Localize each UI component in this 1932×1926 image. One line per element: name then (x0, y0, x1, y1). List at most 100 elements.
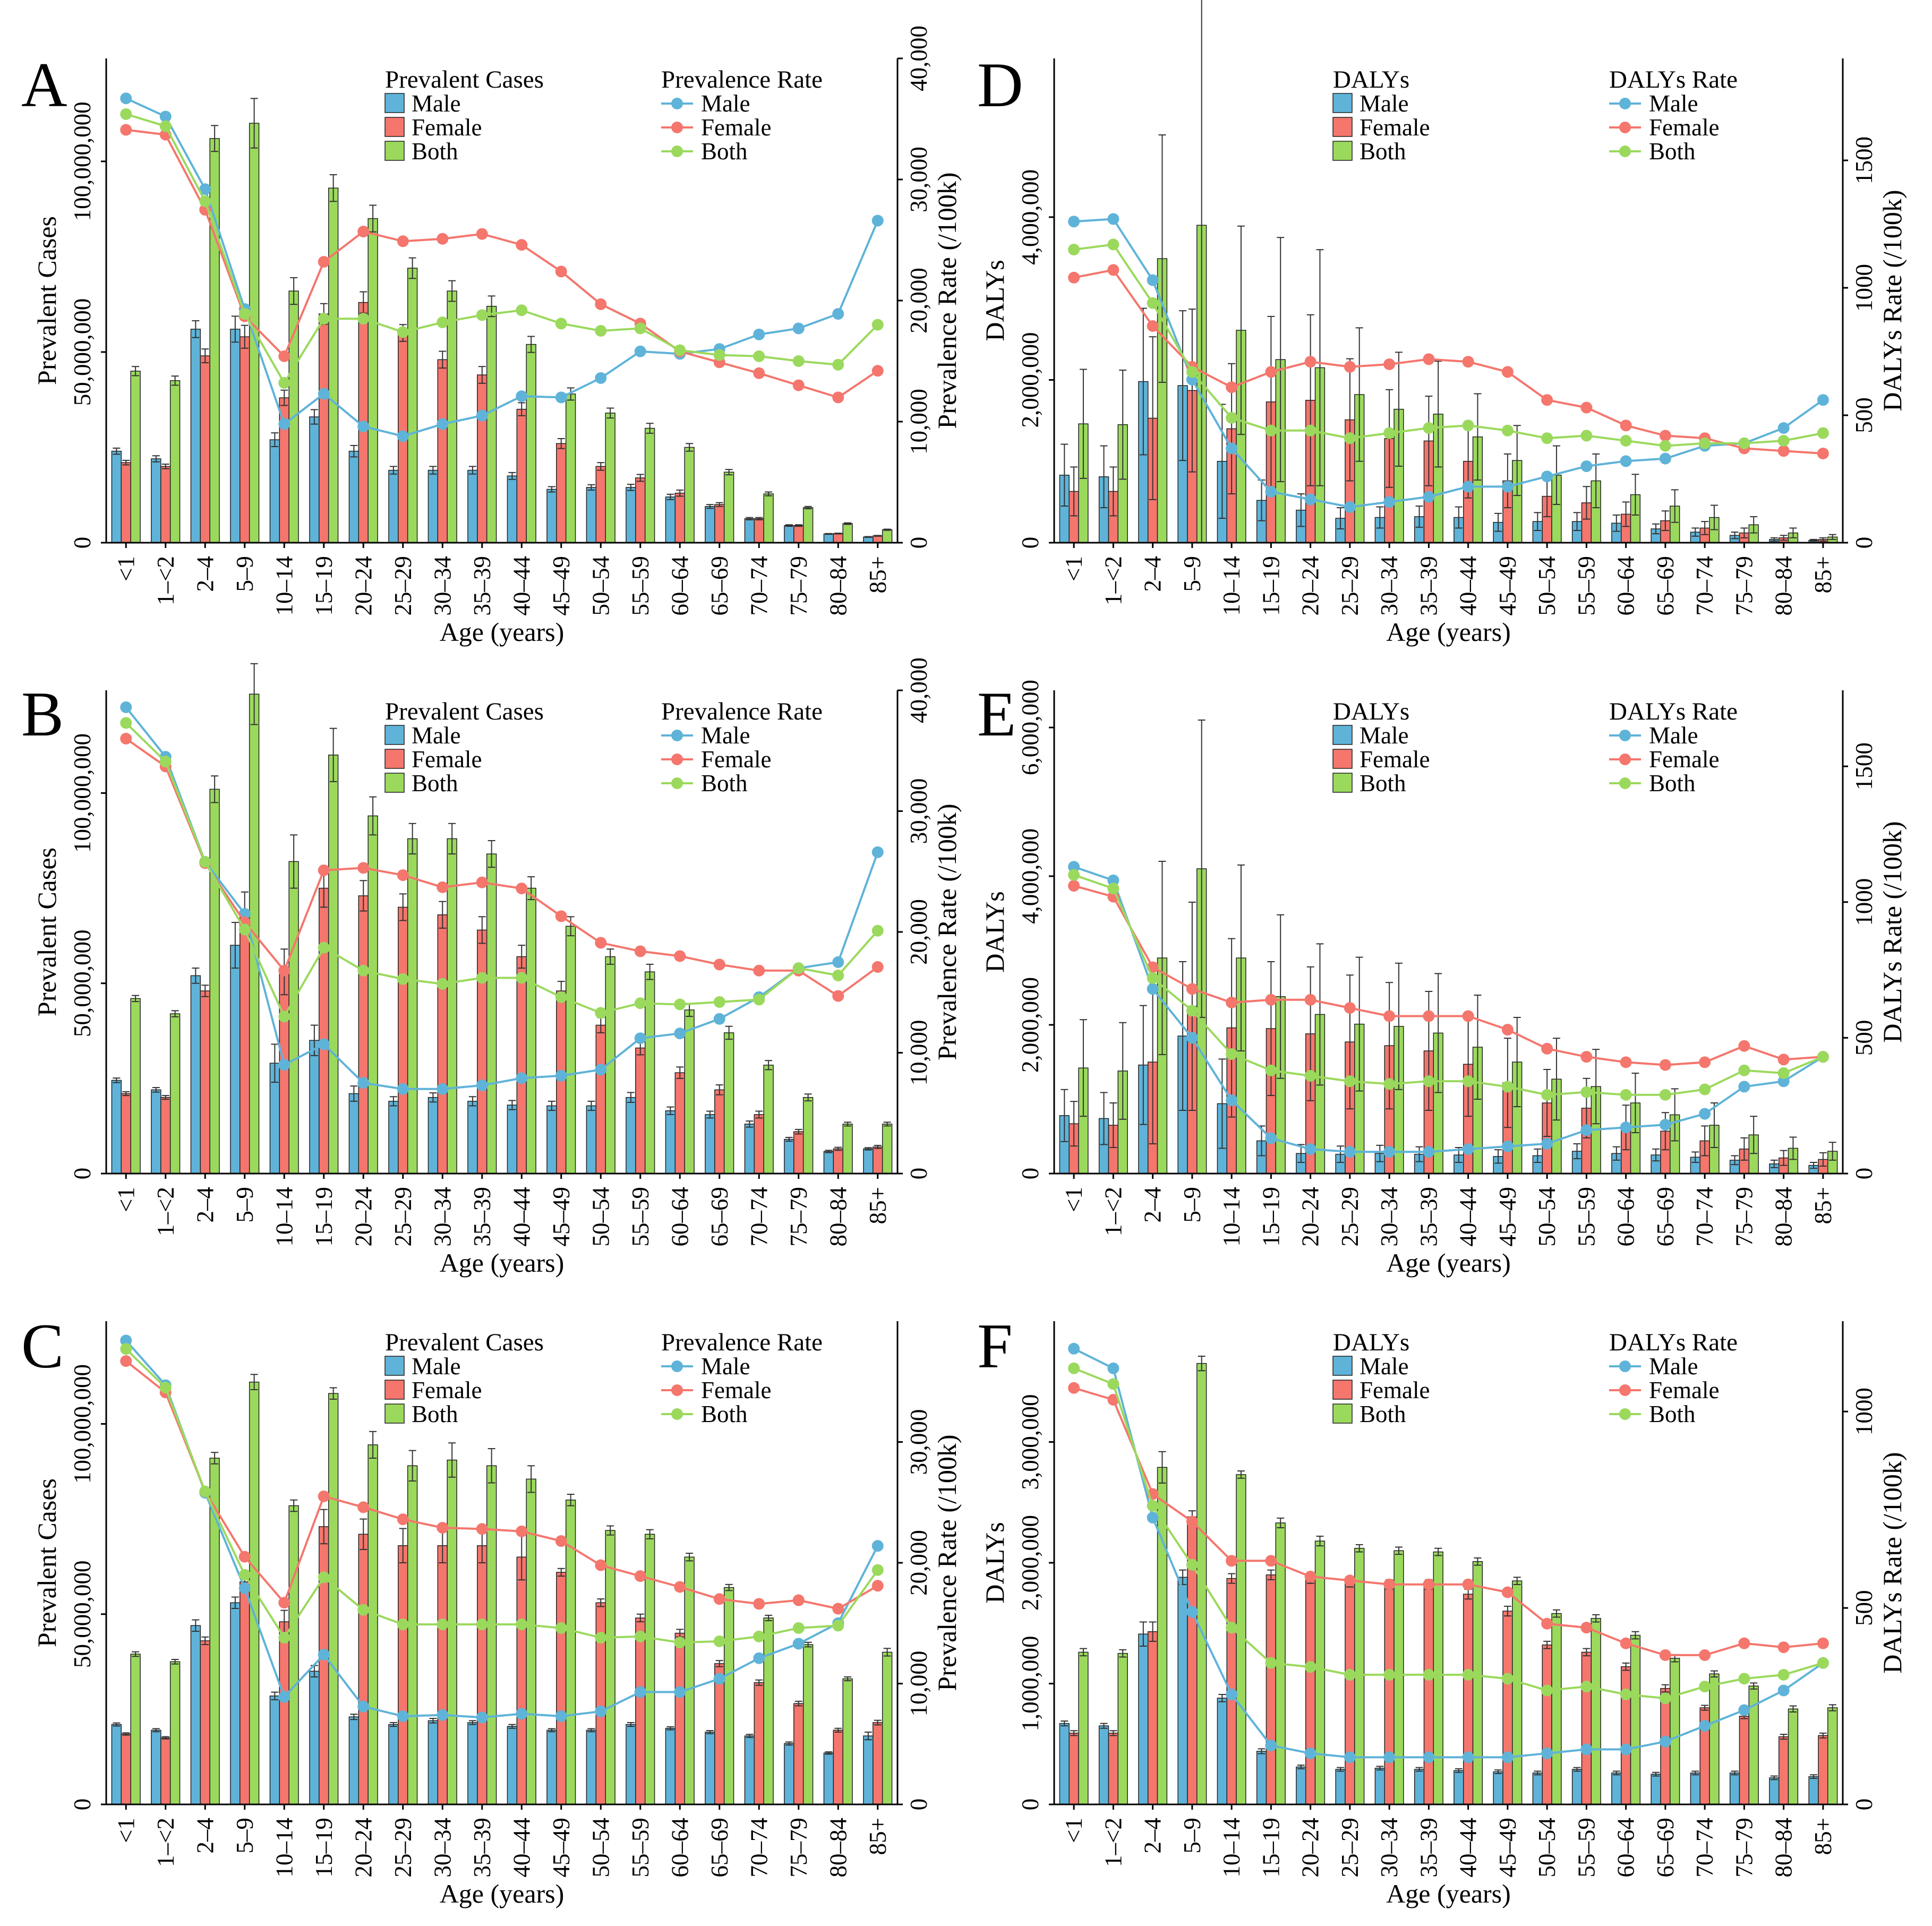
rate-point-female (1423, 353, 1435, 365)
rate-line-both (1073, 874, 1824, 1096)
rate-point-male (753, 1652, 765, 1664)
rate-line-both (1073, 1367, 1824, 1700)
rate-point-male (437, 1709, 449, 1721)
rate-point-both (1501, 1081, 1514, 1093)
rate-point-female (555, 910, 567, 922)
bar-male (190, 1625, 201, 1805)
bar-male (230, 329, 241, 543)
rate-point-male (832, 308, 844, 320)
rate-point-female (713, 958, 725, 971)
rate-point-male (634, 1032, 646, 1045)
bar-male (744, 518, 755, 543)
rate-point-female (1383, 1010, 1396, 1022)
bar-both (684, 1009, 695, 1174)
rate-point-both (120, 717, 132, 729)
rate-point-male (871, 846, 884, 858)
rate-point-both (199, 856, 211, 868)
rate-point-both (1777, 1067, 1790, 1079)
legend-label-both: Both (1360, 1401, 1406, 1427)
rate-point-both (397, 1619, 409, 1631)
rate-point-both (318, 1571, 330, 1583)
rate-point-female (516, 883, 528, 895)
legend-swatch-female (384, 1380, 405, 1400)
rate-point-female (1068, 271, 1080, 284)
x-tick-label: 50–54 (1534, 1818, 1560, 1878)
x-tick-label: 35–39 (1415, 1187, 1442, 1247)
rate-point-both (832, 358, 844, 371)
legend-line-title: Prevalence Rate (661, 66, 823, 93)
rate-point-male (1226, 442, 1238, 455)
rate-point-male (634, 345, 646, 357)
legend-label-both: Both (412, 770, 458, 797)
rate-point-both (159, 120, 172, 132)
rate-point-male (595, 1705, 607, 1717)
rate-point-male (1344, 1751, 1356, 1764)
bar-female (1108, 1733, 1119, 1805)
right-tick-label: 0 (905, 537, 932, 549)
x-tick-label: 1–<2 (152, 1187, 179, 1236)
x-tick-label: 50–54 (1534, 1187, 1560, 1247)
rate-point-both (1659, 1089, 1671, 1101)
rate-point-both (437, 316, 449, 329)
bar-female (437, 1545, 448, 1805)
rate-point-both (1580, 1086, 1593, 1098)
rate-point-female (1226, 996, 1238, 1008)
rate-point-female (1462, 356, 1474, 368)
rate-point-female (753, 964, 765, 977)
left-tick-label: 0 (1017, 1799, 1044, 1811)
rate-point-male (1265, 1740, 1277, 1752)
x-tick-label: 55–59 (627, 1187, 654, 1247)
legend-swatch-male (384, 1356, 405, 1376)
rate-point-female (397, 1513, 409, 1526)
x-tick-label: 40–44 (1455, 556, 1482, 616)
rate-point-both (1107, 1378, 1119, 1390)
x-tick-label: <1 (1061, 556, 1087, 581)
legend-line-label-both: Both (1649, 138, 1696, 165)
left-axis-title: Prevalent Cases (32, 216, 62, 385)
rate-point-female (1304, 1570, 1317, 1582)
x-tick-label: 60–64 (1613, 556, 1639, 616)
bar-female (714, 504, 725, 543)
rate-point-both (832, 1620, 844, 1632)
rate-point-male (1620, 455, 1632, 467)
rate-point-male (555, 391, 567, 404)
bar-both (565, 393, 576, 543)
rate-point-both (753, 1630, 765, 1642)
bar-female (1345, 1581, 1355, 1805)
bar-male (388, 469, 399, 543)
legend-line-title: DALYs Rate (1609, 698, 1738, 725)
rate-point-female (1817, 448, 1829, 459)
right-tick-label: 1500 (1851, 742, 1877, 790)
rate-point-both (674, 1637, 686, 1649)
rate-point-both (1501, 424, 1514, 436)
rate-point-both (357, 1604, 370, 1616)
rate-point-female (832, 990, 844, 1002)
rate-point-female (120, 124, 132, 136)
rate-point-both (1383, 427, 1396, 439)
legend-line-label-male: Male (701, 90, 750, 117)
right-tick-label: 20,000 (905, 268, 932, 333)
rate-point-female (1541, 1042, 1553, 1055)
rate-point-both (1344, 1075, 1356, 1088)
rate-point-male (1226, 1688, 1238, 1700)
legend-bar-title: Prevalent Cases (385, 66, 544, 93)
bar-both (723, 472, 734, 543)
rate-point-both (555, 991, 567, 1003)
bar-male (388, 1724, 399, 1805)
legend-point-female (1619, 122, 1631, 133)
x-tick-label: 2–4 (192, 556, 218, 592)
bar-male (1651, 1774, 1661, 1805)
x-tick-label: 20–24 (350, 1187, 377, 1247)
x-axis-title: Age (years) (1386, 1248, 1511, 1278)
legend-line-label-male: Male (1649, 90, 1698, 117)
rate-point-both (753, 994, 765, 1006)
rate-point-male (1186, 1032, 1198, 1044)
rate-point-both (674, 998, 686, 1011)
legend-label-male: Male (412, 722, 460, 749)
rate-point-male (792, 1638, 805, 1650)
legend-point-male (1619, 730, 1631, 741)
legend-label-both: Both (412, 138, 458, 165)
bar-both (526, 887, 536, 1174)
rate-point-both (357, 964, 370, 977)
